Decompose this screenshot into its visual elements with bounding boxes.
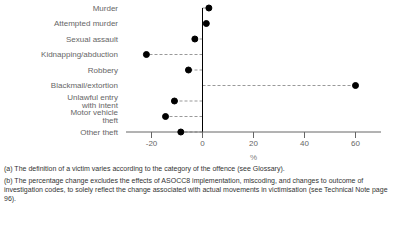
svg-text:Unlawful entrywith intent: Unlawful entrywith intent bbox=[67, 93, 118, 110]
html-text:(b) The percentage change excl: (b) The percentage change excludes the e… bbox=[4, 177, 388, 202]
html-text:(a) The definition of a victim: (a) The definition of a victim varies ac… bbox=[4, 165, 285, 172]
svg-text:Kidnapping/abduction: Kidnapping/abduction bbox=[41, 50, 118, 59]
svg-text:Attempted murder: Attempted murder bbox=[54, 19, 118, 28]
svg-text:40: 40 bbox=[300, 139, 309, 148]
svg-text:Sexual assault: Sexual assault bbox=[66, 35, 119, 44]
svg-text:%: % bbox=[250, 153, 257, 160]
svg-text:Blackmail/extortion: Blackmail/extortion bbox=[51, 81, 118, 90]
svg-text:Motor vehicletheft: Motor vehicletheft bbox=[70, 108, 118, 125]
svg-text:-20: -20 bbox=[146, 139, 158, 148]
svg-text:20: 20 bbox=[249, 139, 258, 148]
svg-text:60: 60 bbox=[351, 139, 360, 148]
svg-text:Murder: Murder bbox=[93, 4, 119, 13]
svg-text:0: 0 bbox=[200, 139, 205, 148]
svg-text:Other theft: Other theft bbox=[80, 128, 119, 137]
svg-text:Robbery: Robbery bbox=[88, 66, 118, 75]
